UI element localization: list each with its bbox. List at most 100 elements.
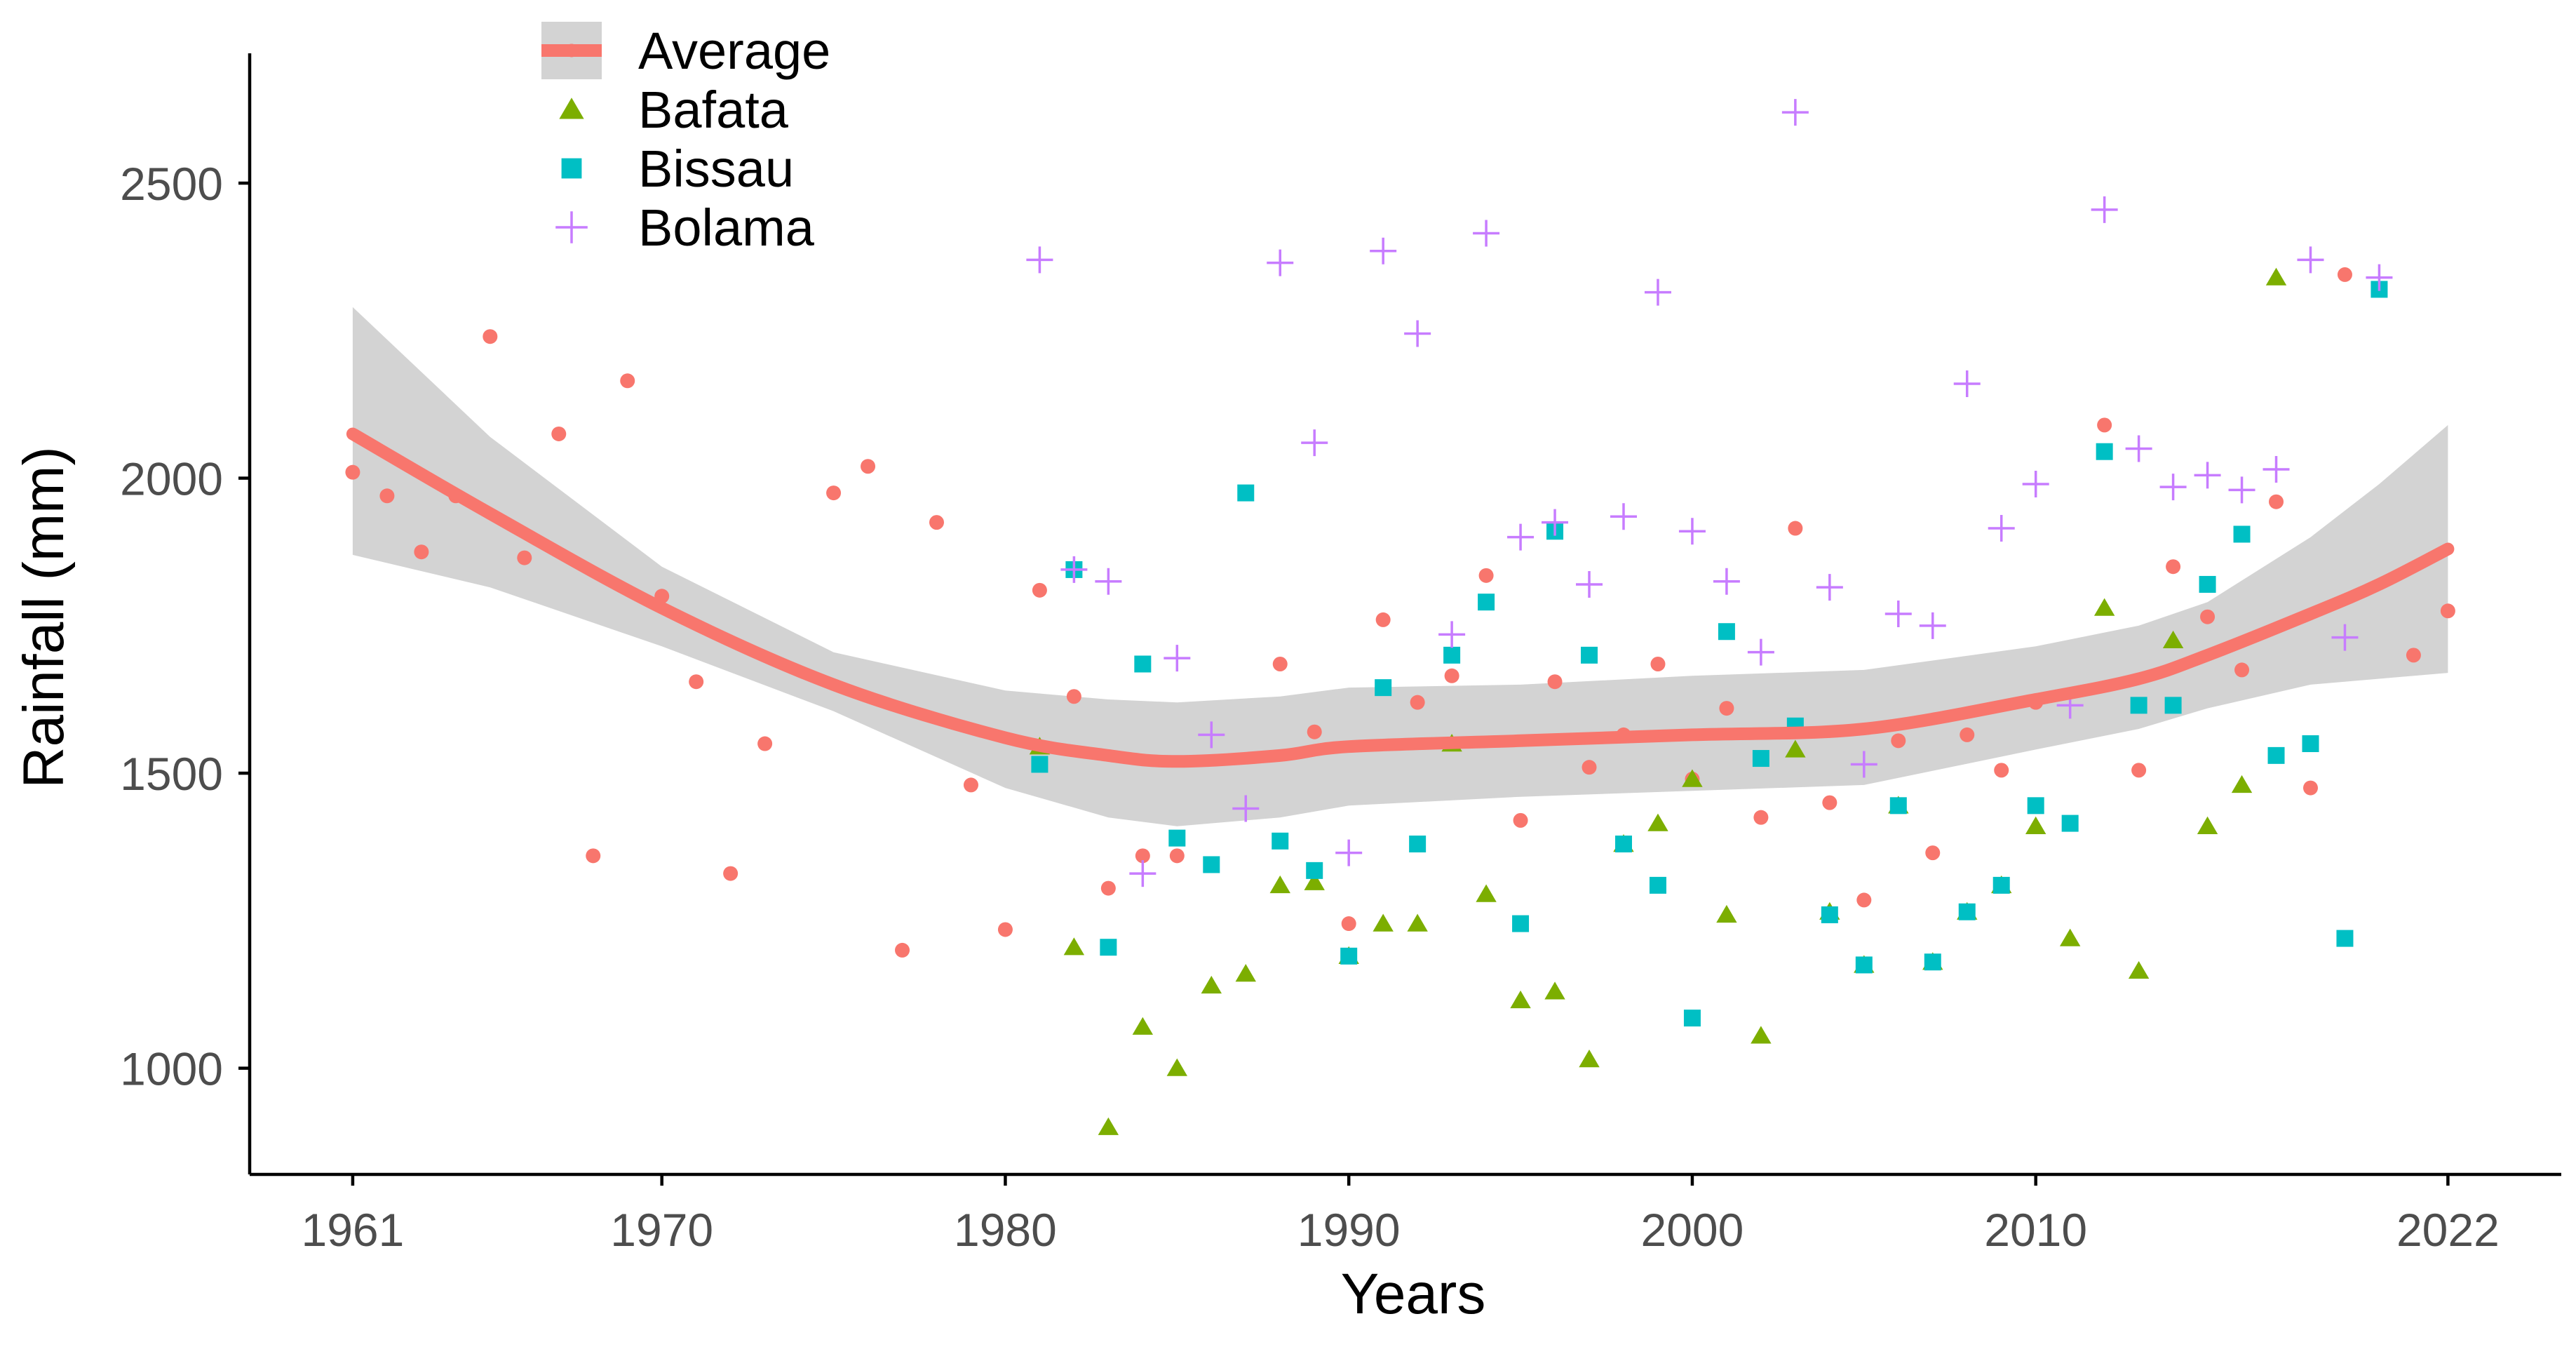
y-tick-label: 1000 (120, 1043, 223, 1095)
average-point (1066, 689, 1081, 704)
bissau-point (1752, 750, 1769, 768)
bissau-point (1614, 836, 1632, 853)
bissau-point (1478, 594, 1495, 611)
average-point (1547, 674, 1563, 690)
bolama-point (1747, 638, 1774, 666)
bolama-point (1198, 721, 1225, 749)
y-tick-label: 1500 (120, 748, 223, 800)
x-tick-label: 1961 (302, 1204, 405, 1256)
average-point (1994, 763, 2009, 778)
average-point (1410, 695, 1425, 710)
average-point (551, 426, 567, 441)
bissau-point (1512, 915, 1530, 932)
average-point (1513, 812, 1528, 828)
bolama-point (1781, 99, 1809, 126)
average-point (861, 459, 876, 474)
average-point (414, 544, 429, 560)
legend-label: Bafata (638, 81, 789, 139)
y-axis-title: Rainfall (mm) (12, 446, 76, 788)
legend-item-average: Average (541, 22, 830, 80)
average-point (1650, 656, 1666, 671)
bissau-point (2061, 815, 2079, 832)
bolama-point (1988, 515, 2015, 542)
bafata-point (1269, 875, 1290, 894)
average-point (483, 329, 498, 344)
average-point (620, 373, 635, 389)
bolama-point (1850, 751, 1877, 778)
average-point (2097, 417, 2112, 433)
x-axis-title: Years (1341, 1262, 1486, 1326)
bolama-point (2091, 196, 2118, 223)
legend-label: Bolama (638, 199, 815, 257)
bafata-point (1373, 913, 1394, 932)
bafata-point (2128, 960, 2150, 979)
bolama-point (1678, 518, 1706, 545)
bafata-point (1304, 872, 1325, 890)
average-point (963, 777, 978, 793)
bissau-point (1649, 876, 1666, 894)
bafata-point (1098, 1117, 1119, 1135)
legend-bolama-marker (555, 211, 588, 243)
x-tick-label: 1970 (610, 1204, 713, 1256)
y-axis-ticks: 1000 1500 2000 2500 (120, 158, 250, 1095)
legend-bafata-marker (559, 98, 584, 119)
average-point (1478, 568, 1494, 583)
bafata-point (1647, 813, 1668, 831)
bissau-point (1203, 856, 1220, 873)
average-point (379, 488, 395, 504)
bafata-point (1063, 937, 1085, 956)
bafata-point (1235, 964, 1256, 982)
bissau-point (1992, 876, 2010, 894)
bolama-point (1953, 370, 1981, 397)
bolama-point (1644, 279, 1671, 306)
bissau-point (1031, 756, 1048, 773)
bolama-point (2125, 435, 2152, 462)
average-point (2166, 559, 2181, 575)
bissau-point (2302, 735, 2319, 753)
bolama-point (1164, 645, 1191, 672)
bafata-point (1716, 904, 1737, 923)
average-trend-line (346, 427, 2455, 768)
average-point (689, 674, 704, 690)
bissau-point (1272, 832, 1289, 850)
legend-average-marker (565, 43, 579, 58)
bissau-point (2267, 746, 2285, 764)
bissau-point (1855, 956, 1873, 974)
bafata-point (1544, 981, 1565, 1000)
bolama-point (1232, 795, 1260, 822)
series-average (345, 267, 2455, 958)
bolama-point (1335, 839, 1363, 866)
x-tick-label: 1990 (1297, 1204, 1401, 1256)
bolama-point (1095, 568, 1122, 595)
plot-area (345, 99, 2455, 1135)
bissau-point (2027, 797, 2044, 815)
legend-item-bolama: Bolama (555, 199, 815, 257)
legend-bissau-marker (561, 158, 582, 179)
bafata-point (1785, 739, 1806, 758)
bissau-point (1375, 679, 1392, 697)
average-point (826, 485, 842, 501)
bafata-point (2197, 816, 2218, 834)
bafata-point (1579, 1049, 1600, 1068)
bolama-point (2331, 624, 2359, 651)
x-tick-label: 2022 (2396, 1204, 2500, 1256)
bissau-point (1134, 655, 1152, 673)
series-bolama (1026, 99, 2393, 887)
bafata-point (1407, 913, 1428, 932)
bissau-point (1100, 939, 1117, 956)
bissau-point (1718, 623, 1735, 641)
bissau-point (1168, 829, 1186, 847)
bolama-point (1267, 249, 1294, 276)
average-point (1375, 612, 1391, 627)
legend-label: Average (638, 22, 830, 80)
bissau-point (2233, 525, 2251, 543)
bissau-point (2336, 930, 2354, 947)
bissau-point (1924, 953, 1941, 971)
average-point (997, 922, 1013, 937)
average-point (1100, 880, 1116, 896)
bissau-point (1683, 1010, 1701, 1027)
bolama-point (1438, 621, 1466, 648)
bafata-point (2025, 816, 2046, 834)
